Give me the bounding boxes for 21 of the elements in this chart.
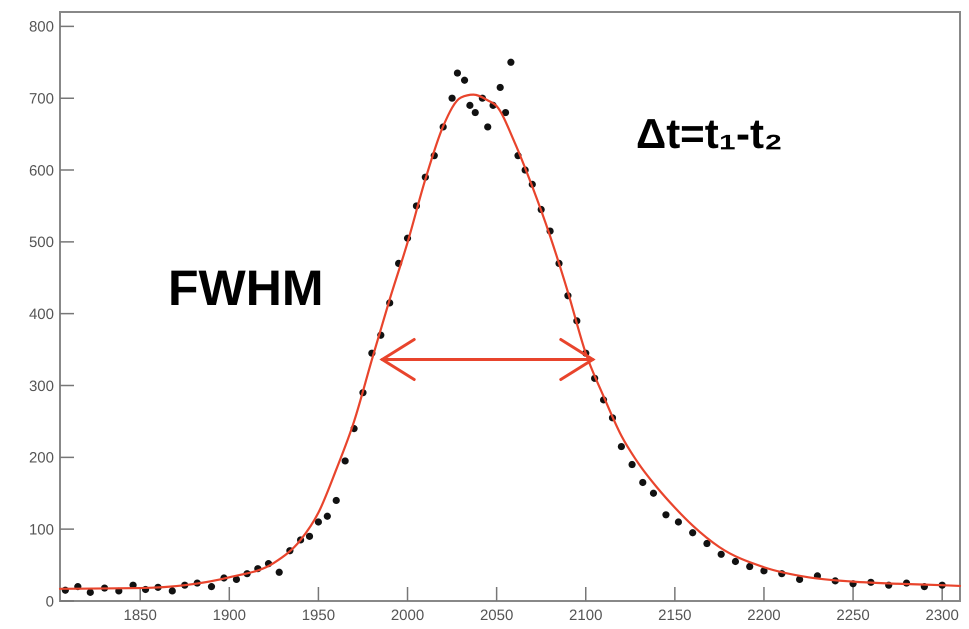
y-tick-label: 800 xyxy=(28,18,54,36)
y-tick-label: 300 xyxy=(28,378,54,395)
x-tick-label: 2250 xyxy=(836,607,870,624)
y-tick-label: 400 xyxy=(28,306,54,323)
x-tick-label: 2100 xyxy=(569,607,602,624)
x-tick-label: 1950 xyxy=(302,607,336,624)
x-tick-label: 2150 xyxy=(658,607,692,624)
x-tick-label: 2000 xyxy=(390,607,424,624)
x-tick-label: 2050 xyxy=(480,607,514,624)
y-tick-label: 0 xyxy=(46,593,54,610)
x-tick-label: 1850 xyxy=(124,607,157,624)
x-tick-label: 2200 xyxy=(747,607,781,624)
annotation: Δt=t₁-t₂ xyxy=(636,110,783,157)
y-tick-label: 500 xyxy=(28,234,54,252)
y-tick-label: 100 xyxy=(28,521,54,538)
x-tick-label: 2300 xyxy=(925,607,959,624)
annotation: FWHM xyxy=(168,260,324,316)
y-tick-label: 600 xyxy=(28,162,54,180)
y-tick-label: 200 xyxy=(28,450,54,467)
y-tick-label: 700 xyxy=(28,90,54,108)
x-tick-label: 1900 xyxy=(212,607,246,624)
